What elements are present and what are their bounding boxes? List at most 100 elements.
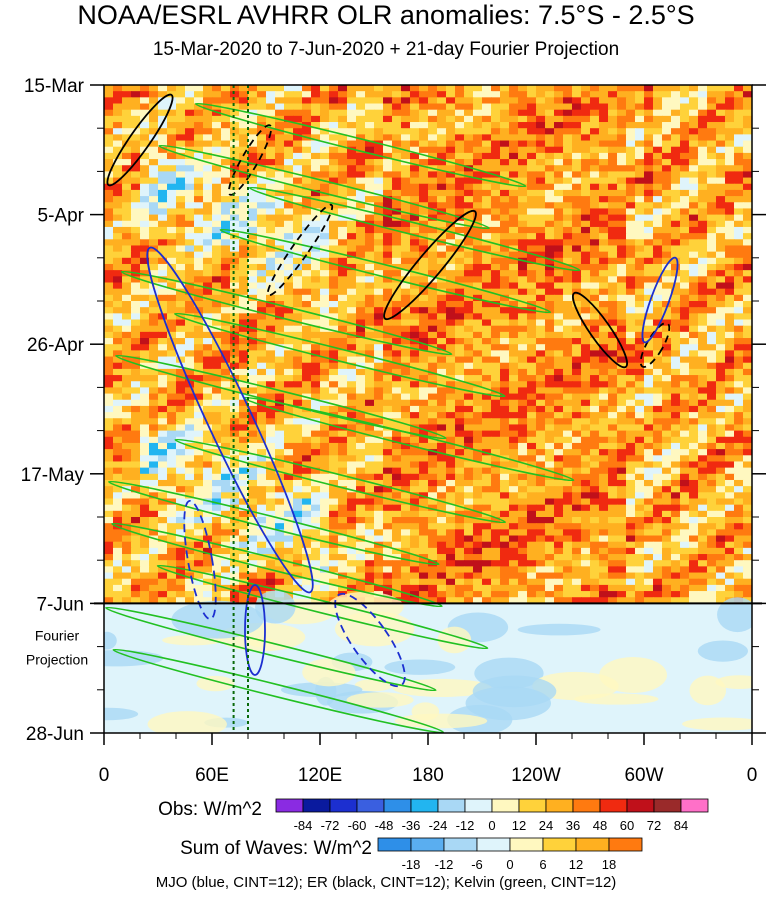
field-cell [599,498,609,506]
field-cell [140,424,150,432]
field-cell [662,356,672,364]
field-cell [617,350,627,358]
field-cell [464,109,474,117]
field-cell [644,85,654,92]
field-cell [716,375,726,382]
field-cell [284,492,294,500]
field-cell [527,473,537,481]
field-cell [545,171,555,179]
field-cell [662,239,672,247]
field-cell [590,375,600,382]
field-cell [725,257,735,265]
field-cell [221,461,231,469]
field-cell [185,257,195,265]
field-cell [140,344,150,351]
field-cell [311,350,321,358]
field-cell [185,424,195,432]
field-cell [113,103,123,111]
field-cell [518,473,528,481]
field-cell [473,97,483,105]
field-cell [284,251,294,259]
field-cell [176,331,186,339]
field-cell [473,109,483,117]
field-cell [311,270,321,277]
field-cell [194,430,204,438]
field-cell [581,189,591,197]
field-cell [491,418,501,426]
field-cell [689,356,699,364]
field-cell [149,128,159,135]
field-cell [599,331,609,339]
field-cell [545,146,555,154]
field-cell [653,393,663,401]
field-cell [698,313,708,321]
field-cell [527,418,537,426]
field-cell [284,152,294,160]
field-cell [239,473,249,481]
field-cell [113,362,123,370]
field-cell [131,226,141,234]
field-cell [689,251,699,259]
field-cell [329,208,339,216]
field-cell [419,362,429,370]
field-cell [536,381,546,388]
field-cell [743,362,752,370]
field-cell [464,251,474,259]
field-cell [581,338,591,345]
field-cell [284,412,294,419]
field-cell [338,140,348,148]
field-cell [392,251,402,259]
field-cell [185,430,195,438]
field-cell [113,140,123,148]
field-cell [554,128,564,135]
field-cell [599,270,609,277]
field-cell [329,97,339,105]
field-cell [275,128,285,135]
field-cell [563,338,573,345]
field-cell [527,140,537,148]
field-cell [464,455,474,463]
field-cell [581,276,591,284]
field-cell [473,436,483,444]
field-cell [392,239,402,247]
field-cell [275,165,285,172]
field-cell [140,251,150,259]
field-cell [410,387,420,395]
field-cell [527,128,537,135]
field-cell [149,350,159,358]
field-cell [347,368,357,376]
field-cell [680,202,690,210]
field-cell [446,257,456,265]
field-cell [257,183,267,191]
field-cell [320,165,330,172]
field-cell [329,473,339,481]
field-cell [311,375,321,382]
field-cell [104,362,114,370]
field-cell [446,294,456,302]
field-cell [671,103,681,111]
field-cell [734,338,744,345]
field-cell [275,183,285,191]
field-cell [572,362,582,370]
field-cell [194,270,204,277]
field-cell [338,338,348,345]
field-cell [176,257,186,265]
field-cell [275,122,285,129]
field-cell [194,91,204,98]
field-cell [716,103,726,111]
field-cell [689,381,699,388]
field-cell [581,362,591,370]
field-cell [545,319,555,327]
field-cell [563,418,573,426]
field-cell [122,85,132,92]
field-cell [734,479,744,487]
field-cell [410,189,420,197]
field-cell [743,393,752,401]
field-cell [446,307,456,314]
field-cell [374,331,384,339]
field-cell [284,263,294,271]
field-cell [590,128,600,135]
field-cell [311,239,321,247]
field-cell [455,455,465,463]
field-cell [338,177,348,185]
